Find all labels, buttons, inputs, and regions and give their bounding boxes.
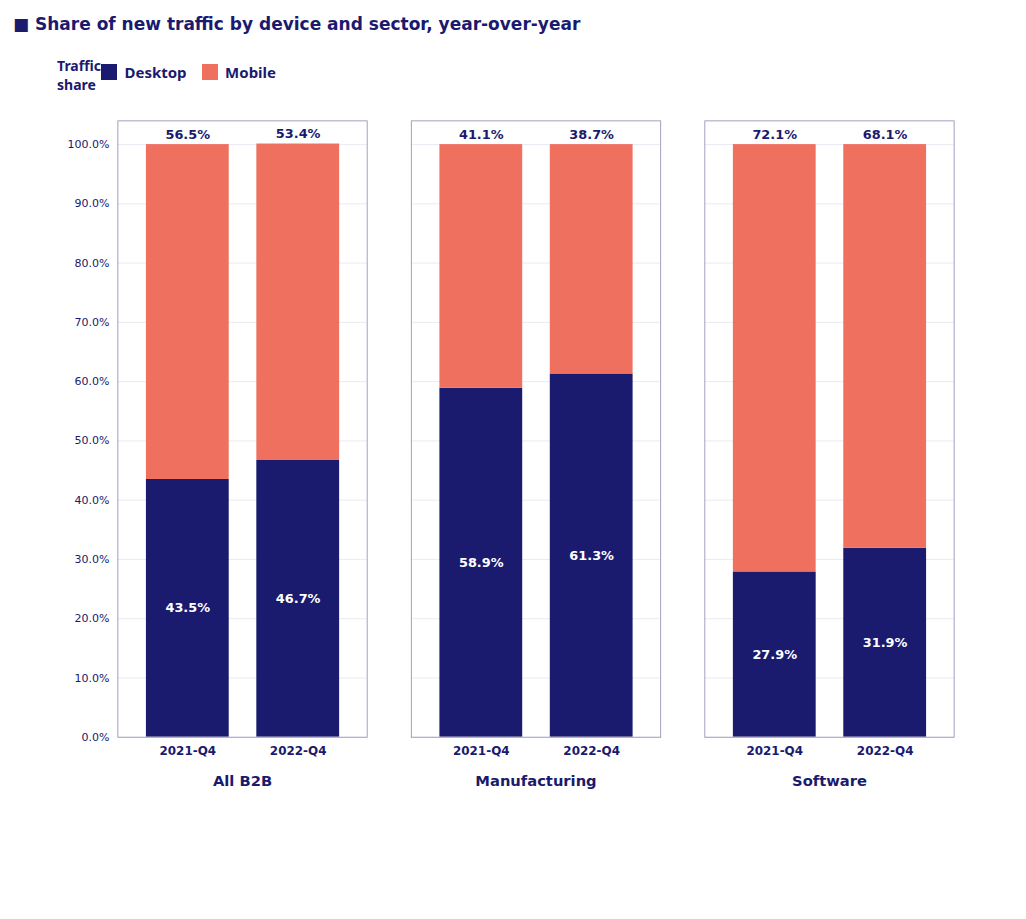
html-text:Mobile: Mobile: [225, 62, 276, 82]
svg-text:80.0%: 80.0%: [75, 256, 110, 269]
svg-text:2021-Q4: 2021-Q4: [159, 743, 216, 757]
svg-text:2022-Q4: 2022-Q4: [270, 743, 327, 757]
svg-text:2022-Q4: 2022-Q4: [857, 743, 914, 757]
html-text:Desktop: Desktop: [124, 62, 187, 82]
svg-text:50.0%: 50.0%: [75, 434, 110, 447]
svg-text:2022-Q4: 2022-Q4: [563, 743, 620, 757]
svg-text:Manufacturing: Manufacturing: [475, 772, 596, 789]
svg-text:68.1%: 68.1%: [863, 127, 908, 142]
svg-text:40.0%: 40.0%: [75, 493, 110, 506]
svg-text:20.0%: 20.0%: [75, 612, 110, 625]
svg-text:72.1%: 72.1%: [752, 127, 797, 142]
svg-text:90.0%: 90.0%: [75, 197, 110, 210]
svg-text:53.4%: 53.4%: [276, 126, 321, 141]
svg-text:2021-Q4: 2021-Q4: [746, 743, 803, 757]
svg-text:2021-Q4: 2021-Q4: [453, 743, 510, 757]
svg-text:100.0%: 100.0%: [68, 138, 110, 151]
svg-text:30.0%: 30.0%: [75, 552, 110, 565]
svg-text:61.3%: 61.3%: [569, 547, 614, 562]
svg-text:60.0%: 60.0%: [75, 375, 110, 388]
svg-text:All B2B: All B2B: [213, 772, 272, 789]
svg-text:56.5%: 56.5%: [165, 127, 210, 142]
svg-text:46.7%: 46.7%: [276, 590, 321, 605]
svg-text:38.7%: 38.7%: [569, 127, 614, 142]
html-text:Traffic share: Traffic share: [57, 56, 101, 94]
svg-text:58.9%: 58.9%: [459, 554, 504, 569]
svg-text:Software: Software: [792, 772, 867, 789]
svg-text:31.9%: 31.9%: [863, 634, 908, 649]
svg-text:70.0%: 70.0%: [75, 315, 110, 328]
svg-text:10.0%: 10.0%: [75, 671, 110, 684]
svg-text:41.1%: 41.1%: [459, 127, 504, 142]
svg-text:27.9%: 27.9%: [752, 646, 797, 661]
svg-text:0.0%: 0.0%: [82, 730, 110, 743]
svg-text:43.5%: 43.5%: [165, 600, 210, 615]
html-text:■ Share of new traffic by devi: ■ Share of new traffic by device and sec…: [13, 14, 581, 34]
